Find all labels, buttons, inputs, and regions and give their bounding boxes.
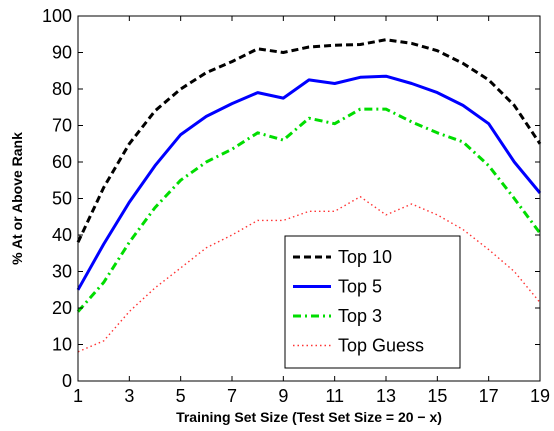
legend-box	[284, 235, 461, 369]
legend-label: Top Guess	[338, 336, 424, 356]
legend-label: Top 10	[338, 247, 392, 267]
series-line-top-5	[76, 74, 542, 291]
x-tick-label: 7	[227, 386, 237, 406]
y-tick-label: 100	[42, 6, 72, 26]
x-tick-label: 1	[73, 386, 83, 406]
x-tick-label: 5	[176, 386, 186, 406]
x-tick-label: 13	[376, 386, 396, 406]
y-tick-label: 20	[52, 298, 72, 318]
x-tick-label: 9	[278, 386, 288, 406]
y-tick-label: 50	[52, 189, 72, 209]
x-tick-label: 11	[325, 386, 344, 406]
series-line-top-3	[76, 107, 542, 313]
y-tick-label: 90	[52, 43, 72, 63]
x-axis-label: Training Set Size (Test Set Size = 20 − …	[176, 409, 442, 425]
y-tick-label: 70	[52, 116, 72, 136]
legend-label: Top 5	[338, 277, 382, 297]
legend: Top 10 Top 5 Top 3 Top Guess	[284, 235, 461, 369]
series-line-top-10	[76, 38, 542, 243]
y-tick-label: 60	[52, 152, 72, 172]
y-tick-label: 10	[52, 335, 72, 355]
y-tick-label: 40	[52, 225, 72, 245]
y-tick-label: 80	[52, 79, 72, 99]
y-axis-label: % At or Above Rank	[9, 132, 25, 265]
y-tick-label: 0	[62, 371, 72, 391]
x-tick-label: 17	[479, 386, 499, 406]
series-layer	[76, 38, 542, 353]
x-tick-label: 3	[124, 386, 134, 406]
y-tick-label: 30	[52, 262, 72, 282]
x-tick-label: 15	[427, 386, 447, 406]
legend-label: Top 3	[338, 306, 382, 326]
x-tick-label: 19	[530, 386, 550, 406]
